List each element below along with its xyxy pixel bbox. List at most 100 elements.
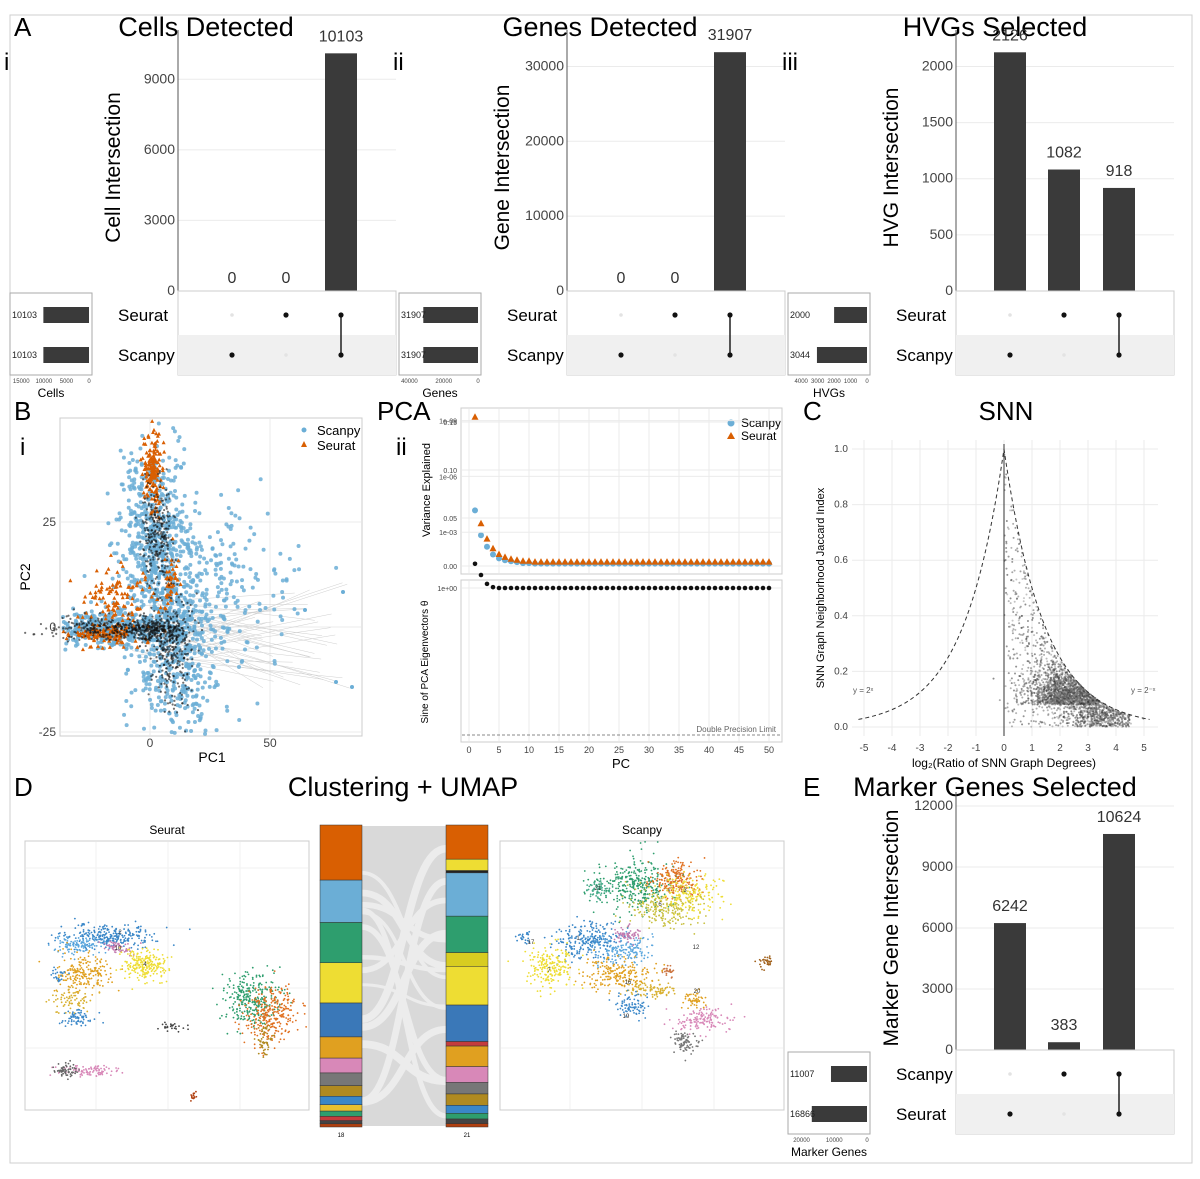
dense-core-point xyxy=(180,671,183,674)
scanpy-point xyxy=(194,637,199,642)
scanpy-point xyxy=(184,565,189,570)
y-tick-label: 0 xyxy=(49,620,56,634)
dense-core-point xyxy=(165,667,168,670)
scanpy-point xyxy=(220,542,225,547)
dense-core-point xyxy=(162,649,165,652)
snn-point xyxy=(1035,639,1038,642)
dense-core-point xyxy=(162,503,165,506)
dense-core-point xyxy=(94,620,97,623)
dense-core-point xyxy=(145,535,148,538)
scanpy-variance-point xyxy=(490,551,496,558)
dense-core-point xyxy=(83,611,86,615)
snn-point xyxy=(1019,570,1022,573)
dense-core-point xyxy=(167,578,170,581)
dense-core-point xyxy=(159,596,162,599)
dense-core-point xyxy=(154,621,157,625)
dense-core-point xyxy=(148,584,151,587)
scanpy-point xyxy=(187,662,192,667)
dense-core-point xyxy=(167,620,170,623)
dense-core-point xyxy=(148,635,151,638)
dense-core-point xyxy=(153,592,156,596)
dense-core-point xyxy=(164,634,167,638)
scanpy-point xyxy=(120,553,125,558)
dense-core-point xyxy=(170,582,173,585)
dense-core-point xyxy=(157,629,160,632)
scanpy-point xyxy=(175,512,180,517)
seurat-point xyxy=(151,474,156,478)
seurat-point xyxy=(115,605,120,610)
dense-core-point xyxy=(163,663,166,666)
snn-point xyxy=(1022,600,1025,603)
seurat-point xyxy=(140,587,145,592)
pair-link xyxy=(182,634,336,660)
dense-core-point xyxy=(157,510,161,513)
scanpy-point xyxy=(112,551,117,556)
seurat-point xyxy=(121,644,126,649)
dense-core-point xyxy=(173,704,177,707)
seurat-point xyxy=(135,645,140,649)
seurat-point xyxy=(83,594,88,599)
snn-point xyxy=(1024,646,1027,649)
scanpy-point xyxy=(123,611,128,616)
x-tick-label: 0 xyxy=(147,736,154,750)
snn-point xyxy=(1019,691,1022,694)
dense-core-point xyxy=(157,582,160,585)
seurat-point xyxy=(138,579,143,584)
seurat-point xyxy=(77,624,82,629)
set-size-value: 10103 xyxy=(12,350,37,360)
dense-core-point xyxy=(163,636,166,639)
dense-core-point xyxy=(160,636,163,639)
dense-core-point xyxy=(107,620,111,623)
pc2-label: PC2 xyxy=(17,563,33,590)
dense-core-point xyxy=(179,648,182,651)
scanpy-point xyxy=(170,547,175,552)
scanpy-point xyxy=(162,701,167,706)
sine-point xyxy=(574,585,580,591)
scanpy-point xyxy=(182,579,187,584)
dense-core-point xyxy=(160,647,164,650)
scanpy-point xyxy=(233,600,238,605)
dense-core-point xyxy=(51,631,54,634)
scanpy-point xyxy=(156,695,161,700)
snn-point xyxy=(1012,721,1015,724)
seurat-point xyxy=(110,615,115,619)
upset-title: HVGs Selected xyxy=(903,12,1088,42)
scanpy-point xyxy=(182,584,187,589)
scanpy-point xyxy=(248,567,253,572)
snn-point xyxy=(1021,577,1024,580)
snn-point xyxy=(1004,559,1007,562)
sine-point xyxy=(514,585,520,591)
scanpy-point xyxy=(183,706,188,711)
scanpy-point xyxy=(170,687,175,692)
dense-core-point xyxy=(165,670,168,673)
dense-core-point xyxy=(150,606,153,609)
scanpy-point xyxy=(209,637,214,642)
snn-point xyxy=(1030,720,1033,723)
matrix-dot-empty xyxy=(1008,313,1012,317)
snn-point xyxy=(1007,555,1010,558)
set-axis-tick: 15000 xyxy=(13,379,30,385)
seurat-point xyxy=(152,455,157,460)
scanpy-point xyxy=(219,574,224,579)
scanpy-point xyxy=(197,511,202,516)
scanpy-point xyxy=(203,602,208,607)
scanpy-point xyxy=(226,505,231,510)
dense-core-point xyxy=(128,630,131,633)
snn-point xyxy=(1031,708,1034,711)
dense-core-point xyxy=(52,627,55,630)
dense-core-point xyxy=(188,631,191,634)
dense-core-point xyxy=(145,539,148,542)
seurat-point xyxy=(68,578,73,583)
scanpy-point xyxy=(219,492,224,497)
dense-core-point xyxy=(164,538,167,541)
dense-core-point xyxy=(139,633,143,636)
scanpy-point xyxy=(191,593,196,598)
dense-core-point xyxy=(165,559,169,562)
scanpy-point xyxy=(161,493,166,498)
dense-core-point xyxy=(178,650,181,653)
dense-core-point xyxy=(70,635,73,639)
dense-core-point xyxy=(166,614,169,618)
seurat-point xyxy=(158,451,163,456)
y-tick-label: 10000 xyxy=(525,207,564,223)
dense-core-point xyxy=(162,654,165,658)
